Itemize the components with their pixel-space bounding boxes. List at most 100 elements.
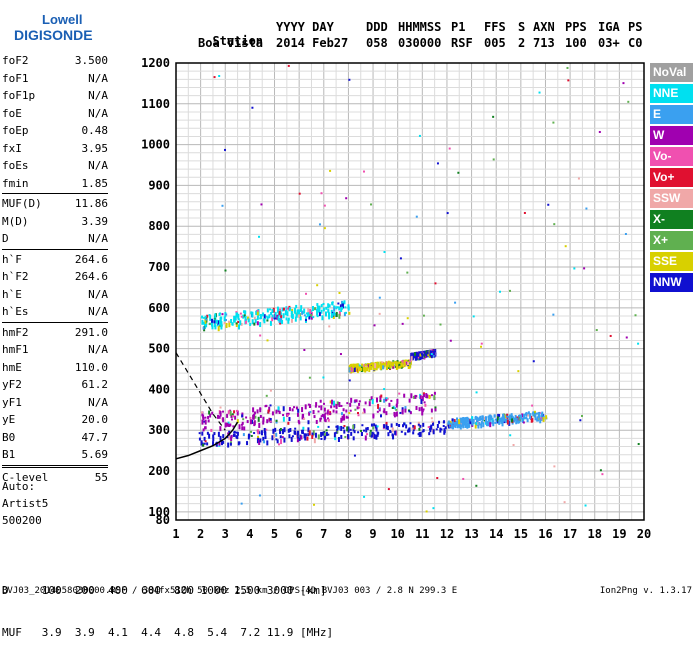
noise-point	[480, 342, 483, 345]
noise-point	[339, 353, 342, 356]
hdr-label-hhmmss: HHMMSS	[398, 20, 442, 34]
echo-point	[409, 422, 412, 425]
echo-point	[395, 362, 398, 366]
echo-point	[266, 316, 269, 320]
echo-point	[275, 409, 278, 414]
param-row: fmin 1.85	[2, 175, 108, 193]
param-name: hmF2	[2, 325, 29, 339]
echo-point	[339, 304, 342, 308]
echo-point	[376, 361, 379, 367]
echo-point	[271, 314, 274, 319]
hdr-label-ddd: DDD	[366, 20, 388, 34]
echo-point	[251, 419, 254, 424]
noise-point	[627, 100, 630, 103]
noise-point	[601, 473, 604, 476]
echo-point	[456, 421, 459, 424]
echo-point	[391, 363, 394, 367]
noise-point	[221, 204, 224, 207]
echo-point	[405, 424, 408, 429]
echo-point	[294, 316, 297, 322]
echo-point	[414, 394, 417, 399]
param-row: h`F2 264.6	[2, 268, 108, 286]
x-tick-label: 12	[440, 527, 454, 541]
param-value: 264.6	[74, 252, 108, 266]
echo-point	[217, 320, 220, 325]
noise-point	[564, 245, 567, 248]
param-name: B0	[2, 430, 16, 444]
echo-point	[413, 425, 416, 430]
x-tick-label: 9	[369, 527, 376, 541]
noise-point	[448, 147, 451, 150]
echo-point	[284, 310, 287, 316]
echo-point	[256, 310, 259, 316]
hdr-value-p1: RSF	[451, 36, 473, 50]
echo-point	[212, 441, 215, 447]
noise-point	[538, 91, 541, 94]
legend-item-xminus: X-	[650, 210, 693, 229]
echo-point	[453, 419, 456, 424]
echo-point	[398, 364, 401, 369]
noise-point	[278, 443, 281, 446]
echo-point	[265, 428, 268, 431]
echo-point	[301, 407, 304, 413]
echo-point	[410, 393, 413, 399]
echo-point	[229, 423, 232, 427]
echo-point	[474, 415, 477, 420]
echo-point	[383, 408, 386, 414]
echo-point	[400, 362, 403, 367]
echo-point	[204, 318, 207, 324]
echo-point	[496, 416, 499, 422]
param-row: hmF1 N/A	[2, 341, 108, 359]
echo-point	[430, 408, 433, 413]
echo-point	[360, 432, 363, 437]
echo-point	[318, 305, 321, 310]
echo-point	[320, 437, 323, 440]
echo-point	[483, 416, 486, 420]
echo-point	[450, 423, 453, 428]
echo-point	[264, 436, 267, 440]
echo-point	[379, 361, 382, 364]
echo-point	[226, 422, 229, 427]
noise-point	[512, 444, 515, 447]
echo-point	[363, 409, 366, 414]
echo-point	[237, 313, 240, 319]
echo-point	[340, 307, 343, 312]
logo-bottom-text: DIGISONDE	[14, 27, 93, 43]
echo-point	[244, 318, 247, 324]
echo-point	[202, 417, 205, 421]
echo-point	[219, 426, 222, 432]
echo-point	[336, 425, 339, 430]
echo-point	[241, 414, 244, 418]
echo-point	[376, 434, 379, 437]
echo-point	[531, 412, 534, 415]
legend-item-sse: SSE	[650, 252, 693, 271]
echo-point	[273, 317, 276, 320]
hdr-value-yyyyday: 2014 Feb27	[276, 36, 349, 50]
noise-point	[573, 267, 576, 270]
echo-point	[258, 439, 261, 445]
echo-point	[283, 437, 286, 443]
noise-point	[370, 203, 373, 206]
echo-point	[290, 318, 293, 323]
echo-point	[305, 315, 308, 318]
noise-point	[348, 379, 351, 382]
echo-point	[389, 431, 392, 434]
echo-point	[435, 428, 438, 431]
echo-point	[325, 306, 328, 310]
echo-point	[385, 365, 388, 371]
noise-point	[553, 465, 556, 468]
param-name: foF1p	[2, 89, 36, 102]
echo-point	[227, 410, 230, 415]
echo-point	[378, 407, 381, 410]
echo-point	[394, 407, 397, 410]
echo-point	[479, 415, 482, 420]
echo-point	[386, 397, 389, 400]
echo-point	[324, 311, 327, 317]
echo-point	[425, 393, 428, 399]
noise-point	[436, 162, 439, 165]
echo-point	[374, 424, 377, 429]
echo-point	[246, 420, 249, 424]
echo-point	[327, 303, 330, 309]
legend-item-noval: NoVal	[650, 63, 693, 82]
echo-point	[408, 363, 411, 369]
